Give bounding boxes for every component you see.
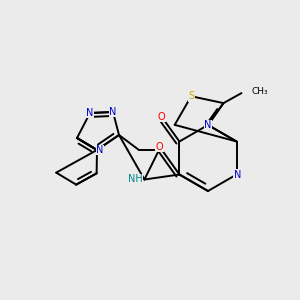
Text: N: N (234, 169, 241, 179)
Text: O: O (156, 142, 163, 152)
Text: N: N (204, 120, 212, 130)
Text: NH: NH (128, 175, 142, 184)
Text: O: O (158, 112, 165, 122)
Text: N: N (96, 145, 104, 155)
Text: S: S (188, 91, 194, 101)
Text: CH₃: CH₃ (251, 87, 268, 96)
Text: N: N (86, 108, 94, 118)
Text: N: N (109, 107, 117, 117)
